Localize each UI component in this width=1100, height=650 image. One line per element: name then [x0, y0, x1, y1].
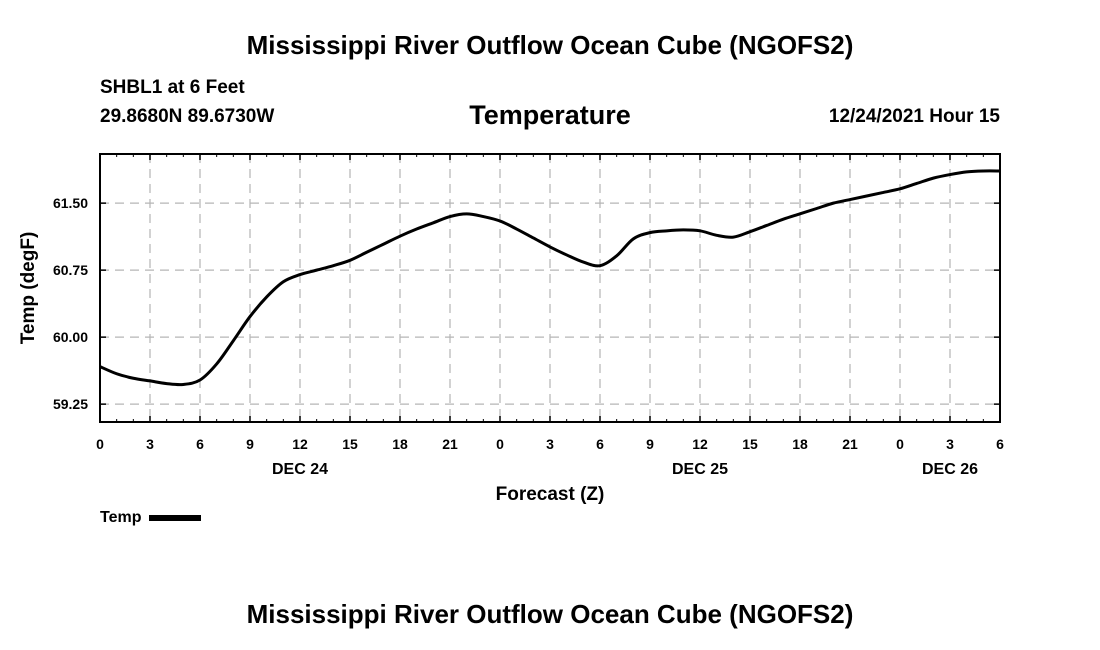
parameter-title: Temperature [469, 100, 631, 130]
x-axis-title: Forecast (Z) [496, 484, 605, 505]
x-tick-label: 21 [442, 436, 458, 452]
x-tick-label: 12 [292, 436, 308, 452]
x-tick-label: 0 [896, 436, 904, 452]
grid [100, 154, 1000, 422]
date-label: DEC 26 [922, 461, 978, 478]
y-tick-label: 61.50 [53, 195, 88, 211]
x-tick-label: 18 [792, 436, 808, 452]
chart-title-top: Mississippi River Outflow Ocean Cube (NG… [246, 30, 854, 60]
x-tick-label: 15 [342, 436, 358, 452]
x-tick-label: 9 [646, 436, 654, 452]
x-tick-label: 21 [842, 436, 858, 452]
x-tick-label: 3 [546, 436, 554, 452]
y-tick-label: 59.25 [53, 396, 88, 412]
x-tick-label: 3 [946, 436, 954, 452]
series-line-temp [99, 169, 1001, 387]
x-tick-label: 0 [496, 436, 504, 452]
y-tick-label: 60.75 [53, 262, 88, 278]
y-axis-title: Temp (degF) [18, 232, 39, 345]
date-label: DEC 24 [272, 461, 328, 478]
x-tick-label: 6 [996, 436, 1004, 452]
x-tick-label: 6 [196, 436, 204, 452]
legend-swatch-temp [149, 515, 202, 521]
series-layer [99, 169, 1001, 387]
x-tick-label: 9 [246, 436, 254, 452]
x-tick-label: 18 [392, 436, 408, 452]
x-tick-label: 6 [596, 436, 604, 452]
x-tick-label: 15 [742, 436, 758, 452]
coordinates-label: 29.8680N 89.6730W [100, 106, 275, 127]
chart-title-bottom: Mississippi River Outflow Ocean Cube (NG… [246, 599, 854, 629]
legend-label-temp: Temp [100, 509, 142, 526]
x-tick-label: 3 [146, 436, 154, 452]
legend: Temp [100, 509, 202, 527]
station-label: SHBL1 at 6 Feet [100, 77, 245, 98]
axis-labels: 0 3 6 9 12 15 18 21 0 3 6 9 12 15 18 21 0 3 6 DEC 24 DEC 25 D… [53, 195, 1004, 478]
x-tick-label: 12 [692, 436, 708, 452]
y-tick-label: 60.00 [53, 329, 88, 345]
datetime-label: 12/24/2021 Hour 15 [828, 106, 1000, 127]
date-label: DEC 25 [672, 461, 728, 478]
axis-ticks [99, 154, 1001, 422]
x-tick-label: 0 [96, 436, 104, 452]
